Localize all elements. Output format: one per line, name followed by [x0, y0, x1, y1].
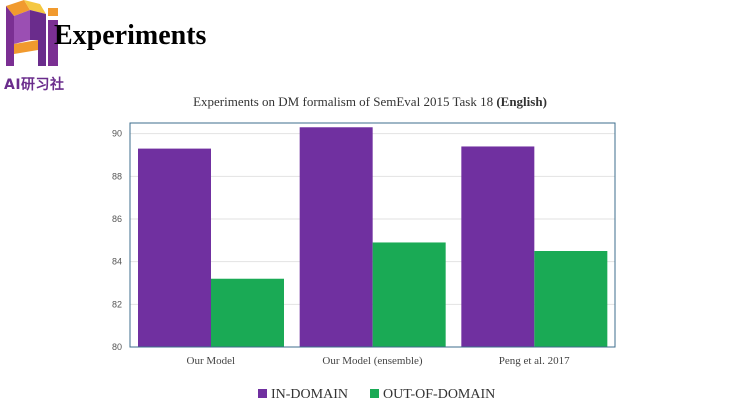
- bar-out-of-domain: [372, 242, 446, 347]
- y-tick-label: 86: [112, 214, 122, 224]
- legend-swatch: [370, 389, 379, 398]
- bar-out-of-domain: [534, 251, 608, 347]
- legend-label: OUT-OF-DOMAIN: [383, 387, 495, 402]
- x-category-label: Our Model (ensemble): [322, 355, 423, 367]
- bar-in-domain: [461, 146, 535, 347]
- bar-in-domain: [138, 148, 211, 347]
- y-tick-label: 88: [112, 171, 122, 181]
- slide-title: Experiments: [54, 20, 207, 51]
- y-tick-label: 90: [112, 129, 122, 139]
- bar-out-of-domain: [211, 278, 284, 347]
- brand-logo: [6, 0, 58, 66]
- logo-caption: AI研习社: [4, 77, 65, 93]
- legend-label: IN-DOMAIN: [271, 387, 348, 402]
- y-tick-label: 82: [112, 299, 122, 309]
- x-category-label: Peng et al. 2017: [499, 355, 570, 367]
- x-category-label: Our Model: [187, 355, 236, 367]
- chart-title: Experiments on DM formalism of SemEval 2…: [193, 94, 547, 109]
- bar-in-domain: [299, 127, 373, 348]
- y-tick-label: 80: [112, 342, 122, 352]
- y-tick-label: 84: [112, 257, 122, 267]
- legend-swatch: [258, 389, 267, 398]
